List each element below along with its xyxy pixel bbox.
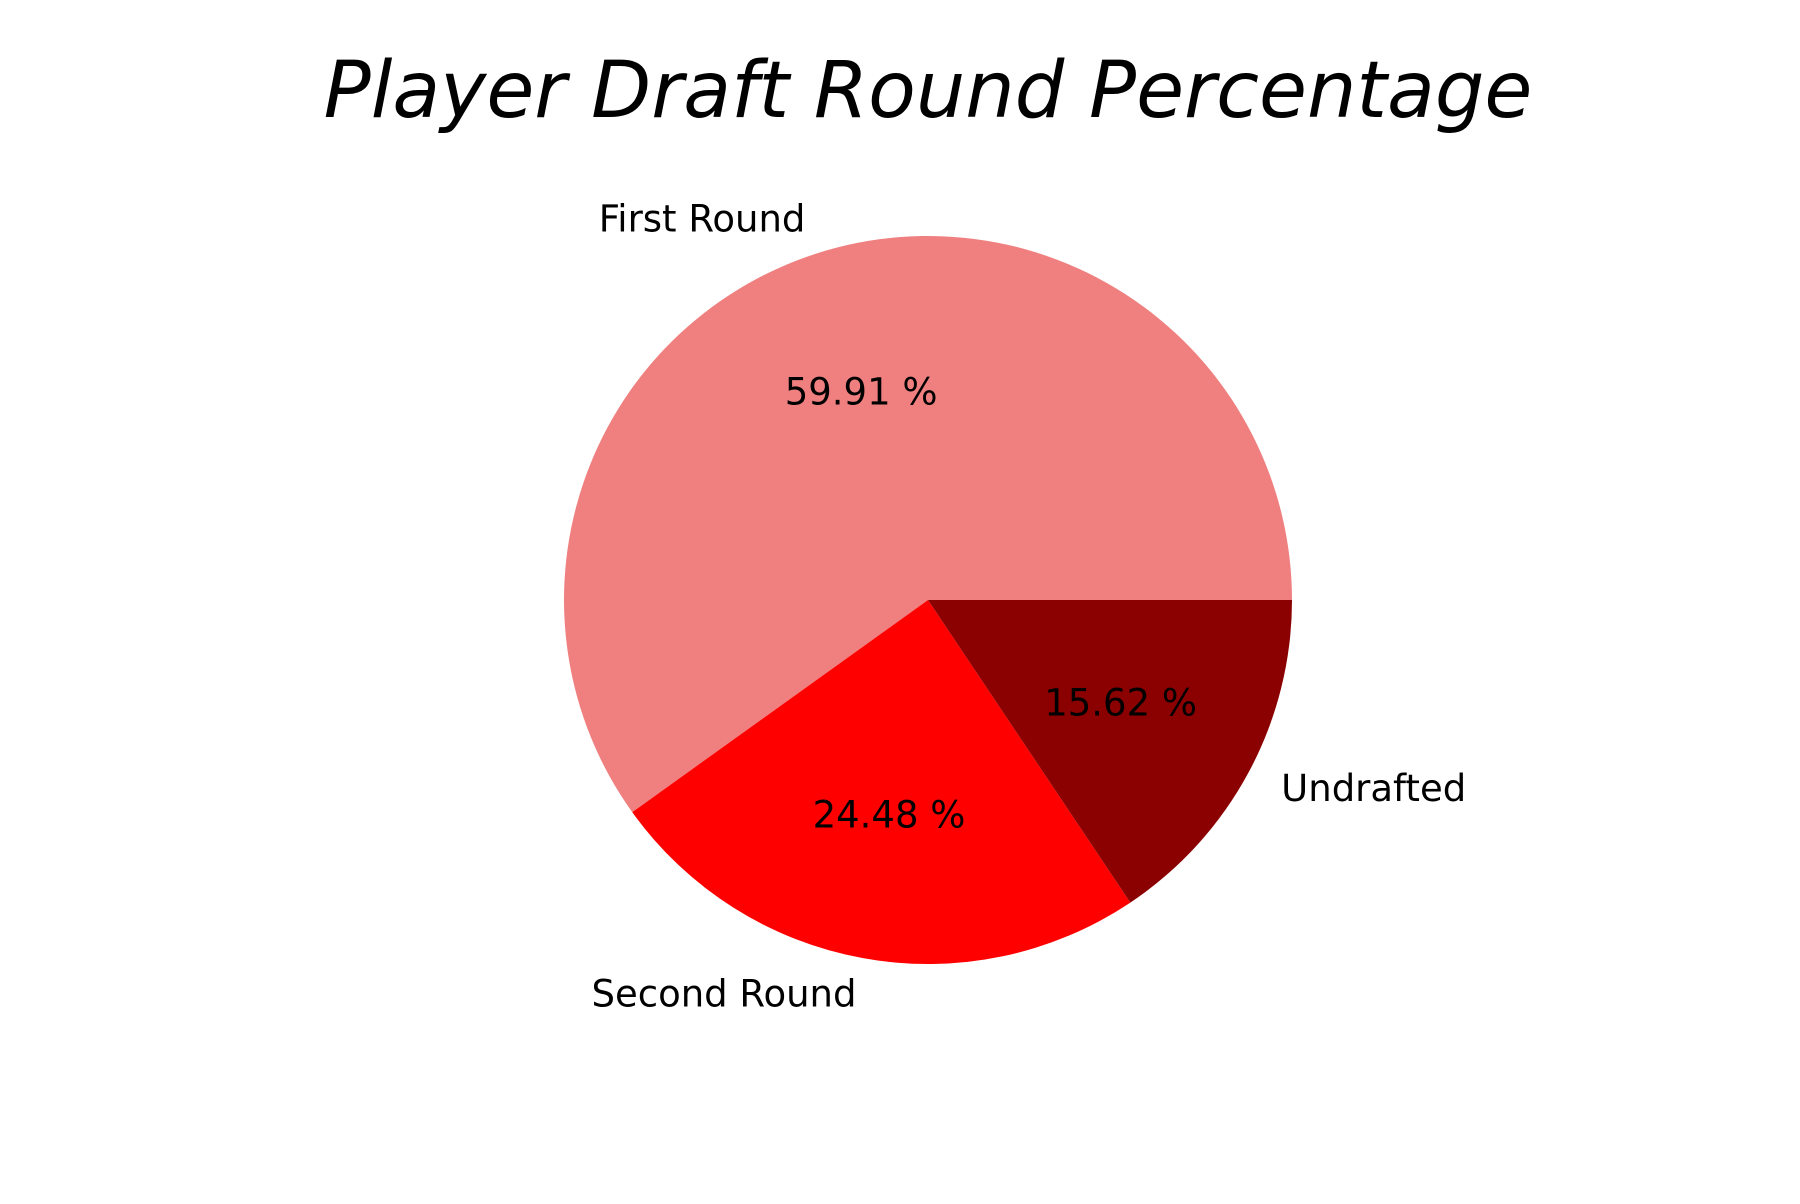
pie-slice-label-first-round: First Round	[599, 197, 806, 240]
pie-slice-label-second-round: Second Round	[592, 972, 857, 1015]
pie-slice-second-round	[632, 600, 1131, 965]
pie-slice-undrafted	[928, 600, 1292, 903]
pie-percent-label-second-round: 24.48 %	[813, 793, 966, 836]
pie-percent-labels: 59.91 % 24.48 % 15.62 %	[785, 371, 1197, 837]
pie-slice-label-undrafted: Undrafted	[1281, 767, 1466, 810]
chart-title: Player Draft Round Percentage	[324, 46, 1533, 136]
pie-slice-first-round	[564, 236, 1292, 813]
pie-slice-labels: First Round Second Round Undrafted	[592, 197, 1467, 1015]
pie-percent-label-first-round: 59.91 %	[785, 371, 938, 414]
pie-slices	[564, 236, 1292, 965]
pie-percent-label-undrafted: 15.62 %	[1044, 681, 1197, 724]
